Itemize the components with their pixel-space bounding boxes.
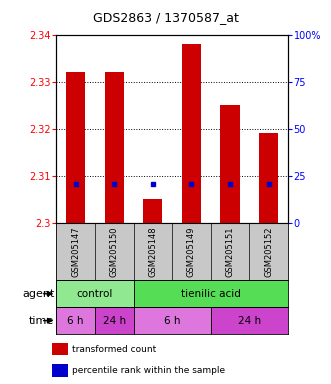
Bar (143, 199, 163, 223)
Text: GSM205148: GSM205148 (148, 226, 157, 277)
Text: 6 h: 6 h (67, 316, 84, 326)
Bar (52, 343, 68, 355)
Text: 6 h: 6 h (164, 316, 180, 326)
Bar (95, 307, 133, 334)
Text: 24 h: 24 h (103, 316, 126, 326)
Text: GSM205151: GSM205151 (225, 226, 235, 277)
Bar (259, 133, 278, 223)
Text: GSM205149: GSM205149 (187, 226, 196, 277)
Text: percentile rank within the sample: percentile rank within the sample (72, 366, 225, 375)
Text: GDS2863 / 1370587_at: GDS2863 / 1370587_at (93, 11, 238, 24)
Bar (66, 72, 85, 223)
Text: GSM205152: GSM205152 (264, 226, 273, 277)
Bar (211, 307, 288, 334)
Bar (56, 307, 95, 334)
Text: GSM205147: GSM205147 (71, 226, 80, 277)
Bar (52, 364, 68, 376)
Text: agent: agent (22, 289, 54, 299)
Bar (105, 72, 124, 223)
Bar (220, 105, 240, 223)
Bar (56, 280, 133, 307)
Bar (133, 280, 288, 307)
Text: transformed count: transformed count (72, 344, 156, 354)
Text: 24 h: 24 h (238, 316, 261, 326)
Bar (133, 307, 211, 334)
Text: GSM205150: GSM205150 (110, 226, 119, 277)
Text: tienilic acid: tienilic acid (181, 289, 241, 299)
Text: time: time (29, 316, 54, 326)
Bar (182, 44, 201, 223)
Text: control: control (77, 289, 113, 299)
